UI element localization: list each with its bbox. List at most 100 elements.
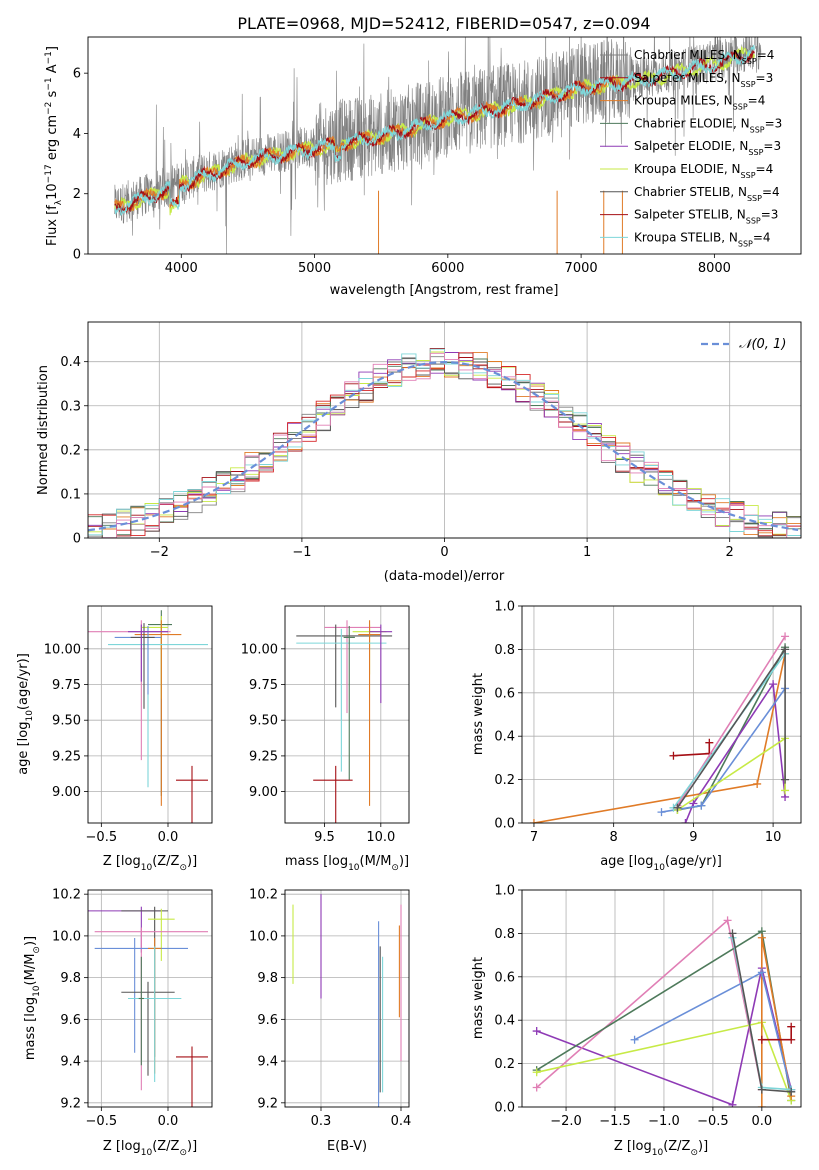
y-tick-label: 10.0 [52, 929, 81, 944]
spectrum-legend: Chabrier MILES, NSSP=4 Salpeter MILES, NS… [600, 48, 782, 248]
x-axis-label: mass [log10(M/M⊙)] [285, 854, 409, 873]
x-tick-label: −1.5 [599, 1114, 631, 1129]
weight-marker [753, 779, 762, 788]
x-tick-label: 0.0 [158, 830, 179, 845]
y-tick-label: 9.6 [257, 1013, 278, 1028]
legend-entry: Kroupa ELODIE, NSSP=4 [634, 162, 773, 180]
y-tick-label: 9.8 [60, 971, 81, 986]
x-tick-label: −1 [292, 545, 311, 560]
normal-curve [88, 360, 799, 532]
legend-entry: Salpeter MILES, NSSP=3 [634, 71, 773, 89]
weight-marker [532, 1027, 541, 1036]
x-axis-label: Z [log10(Z/Z⊙)] [103, 854, 197, 873]
weight-marker [757, 1103, 766, 1107]
panel-age-vs-mass: 9.5 10.0 9.00 9.25 9.50 9.75 10.00 [241, 605, 410, 845]
weight-marker [532, 1083, 541, 1092]
y-tick-label: 0.4 [494, 1014, 515, 1029]
y-tick-label: 10.2 [52, 888, 81, 903]
y-axis-label: mass weight [471, 957, 486, 1039]
panel-mass-vs-EBV: 0.3 0.4 9.2 9.4 9.6 9.8 10.0 10.2 [249, 888, 411, 1129]
y-tick-label: 9.2 [60, 1096, 81, 1111]
y-tick-label: 0.8 [494, 643, 515, 658]
y-tick-label: 10.0 [249, 929, 278, 944]
axes-frame [284, 889, 410, 1108]
y-axis-label: Normed distribution [36, 365, 51, 495]
y-tick-label: 0.2 [494, 773, 515, 788]
x-tick-label: 0.4 [391, 1114, 412, 1129]
y-tick-label: 10.00 [44, 642, 81, 657]
weight-line [684, 681, 786, 823]
plot-area [532, 916, 796, 1107]
x-tick-label: 5000 [298, 261, 331, 276]
panel-massweight-vs-age: 7 8 9 10 0.0 0.2 0.4 0.6 0.8 1.0 [494, 600, 802, 845]
x-axis-label: (data-model)/error [384, 569, 505, 584]
panel-mass-vs-Z: −0.5 0.0 9.2 9.4 9.6 9.8 10.0 10.2 [52, 888, 213, 1129]
weight-marker [781, 645, 790, 654]
x-tick-label: 6000 [431, 261, 464, 276]
x-tick-label: 10.0 [366, 830, 395, 845]
x-tick-label: 1 [583, 545, 591, 560]
weight-marker [532, 1068, 541, 1077]
y-tick-label: 9.75 [52, 678, 81, 693]
legend-entry: 𝒩(0, 1) [739, 337, 786, 352]
x-tick-label: −2 [150, 545, 169, 560]
y-tick-label: 9.4 [60, 1055, 81, 1070]
plot-area [529, 632, 790, 823]
weight-marker [787, 1022, 796, 1031]
plot-area [296, 620, 393, 823]
y-tick-label: 0.3 [60, 399, 81, 414]
y-tick-label: 2 [73, 187, 81, 202]
panel-residuals: −2 −1 0 1 2 0 0.1 0.2 0.3 0.4 𝒩(0, 1) [60, 321, 802, 560]
weight-marker [787, 1035, 796, 1044]
y-tick-label: 0 [73, 532, 81, 547]
weight-marker [769, 680, 778, 689]
x-tick-label: 0.0 [158, 1114, 179, 1129]
y-tick-label: 0.6 [494, 686, 515, 701]
weight-marker [781, 632, 790, 641]
weight-marker [757, 968, 766, 977]
x-tick-label: 0.0 [751, 1114, 772, 1129]
x-tick-label: 8000 [698, 261, 731, 276]
y-tick-label: 1.0 [494, 600, 515, 615]
weight-line [533, 653, 786, 823]
legend-entry: Kroupa STELIB, NSSP=4 [634, 230, 771, 248]
axes-frame [87, 889, 213, 1108]
legend-entry: Chabrier MILES, NSSP=4 [634, 48, 774, 66]
y-tick-label: 9.50 [249, 714, 278, 729]
legend-entry: Salpeter ELODIE, NSSP=3 [634, 139, 781, 157]
weight-marker [787, 1087, 796, 1096]
y-tick-label: 0.1 [60, 487, 81, 502]
legend-entry: Salpeter STELIB, NSSP=3 [634, 208, 778, 226]
y-tick-label: 6 [73, 67, 81, 82]
legend-entry: Chabrier STELIB, NSSP=4 [634, 185, 780, 203]
y-tick-label: 0.4 [494, 730, 515, 745]
y-tick-label: 0.0 [494, 817, 515, 832]
y-tick-label: 9.4 [257, 1055, 278, 1070]
axes-frame [87, 36, 802, 255]
y-tick-label: 0.0 [494, 1101, 515, 1116]
weight-marker [757, 933, 766, 942]
model-spectrum [114, 44, 755, 216]
x-tick-label: 9.5 [314, 830, 335, 845]
y-tick-label: 9.2 [257, 1096, 278, 1111]
x-tick-label: 8 [610, 830, 618, 845]
legend-entry: Chabrier ELODIE, NSSP=3 [634, 116, 782, 133]
x-tick-label: 7000 [565, 261, 598, 276]
y-tick-label: 9.75 [249, 678, 278, 693]
x-axis-label: wavelength [Angstrom, rest frame] [330, 283, 559, 298]
plot-area [114, 37, 762, 254]
x-tick-label: −1.0 [648, 1114, 680, 1129]
plot-area [292, 894, 402, 1107]
weight-marker [697, 801, 706, 810]
x-tick-label: 0.3 [311, 1114, 332, 1129]
weight-marker [781, 786, 790, 795]
x-tick-label: −0.5 [697, 1114, 729, 1129]
weight-marker [657, 808, 666, 817]
y-tick-label: 0.6 [494, 970, 515, 985]
y-tick-label: 9.50 [52, 714, 81, 729]
x-tick-label: 0 [440, 545, 448, 560]
weight-marker [781, 775, 790, 784]
y-tick-label: 9.25 [52, 749, 81, 764]
y-tick-label: 9.8 [257, 971, 278, 986]
